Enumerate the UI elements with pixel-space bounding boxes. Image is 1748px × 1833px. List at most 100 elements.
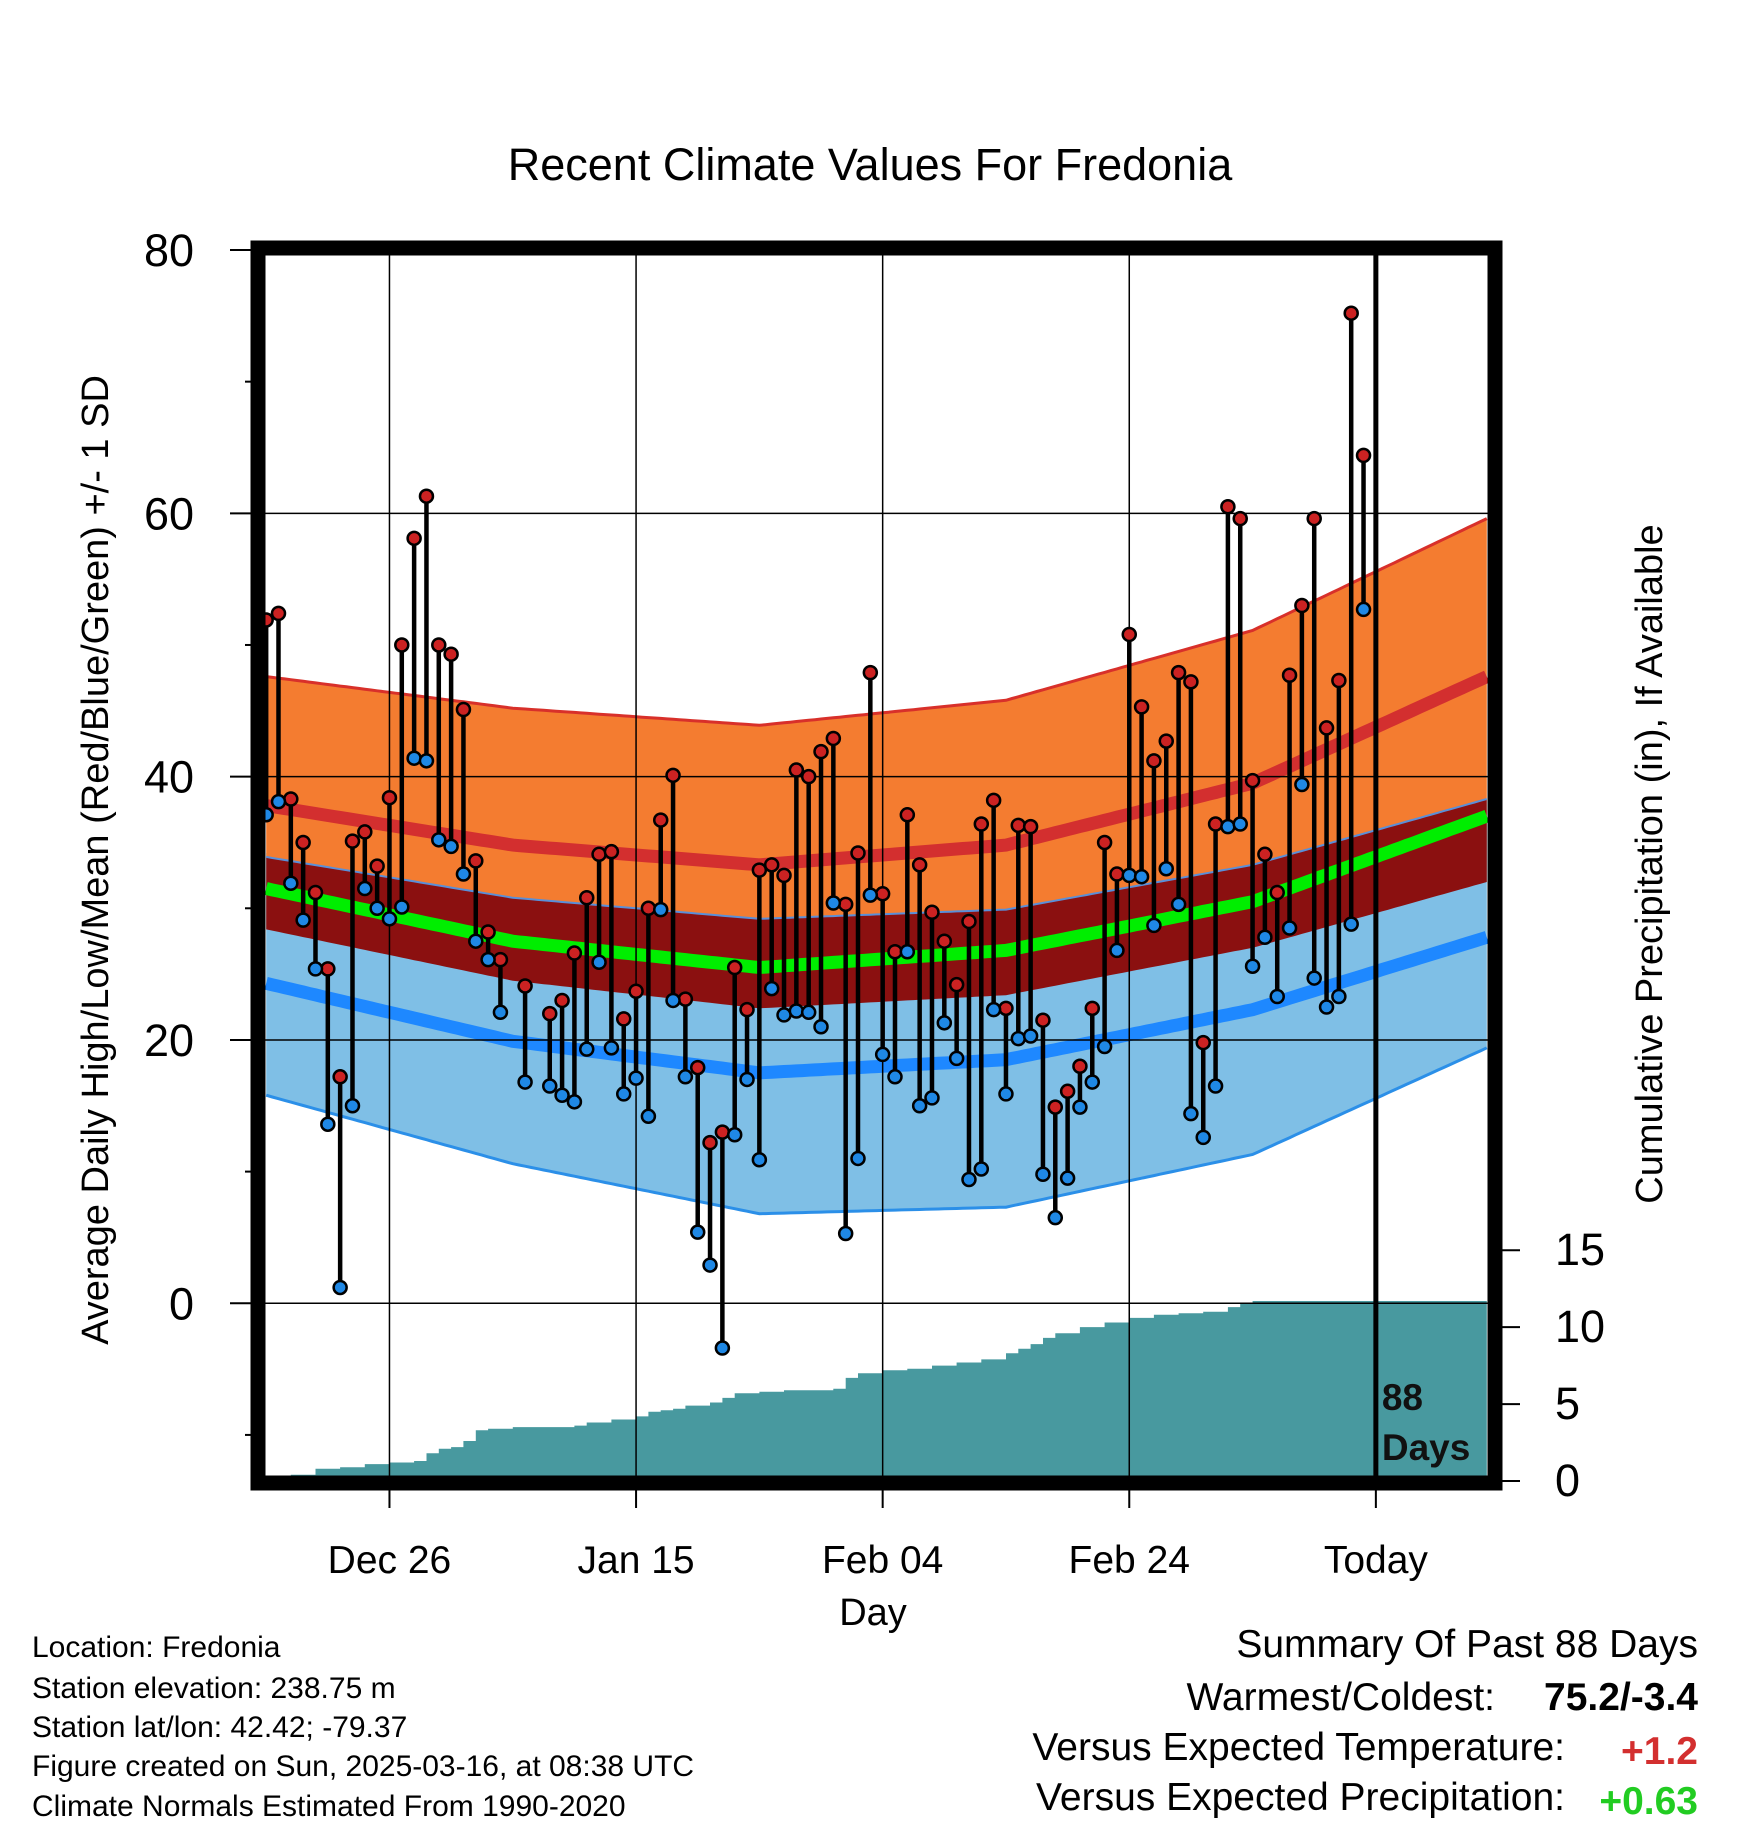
obs-high-point (1244, 772, 1261, 789)
obs-high-point (973, 816, 990, 832)
axes: 0 20 40 60 80 0 5 10 15 Dec 26 Jan 15 Feb 04 Feb 24 T… (144, 225, 1605, 1582)
low-sd-lower-line (265, 1046, 1488, 1216)
obs-low-point (603, 1040, 620, 1056)
precip-vs-expected-label: Versus Expected Precipitation: (1036, 1776, 1565, 1819)
obs-low-point (998, 1086, 1014, 1102)
obs-high-point (344, 833, 361, 849)
obs-high-point (492, 951, 509, 968)
obs-low-point (726, 1126, 743, 1143)
obs-low-point (1183, 1105, 1199, 1122)
obs-low-point (443, 838, 459, 855)
obs-high-point (739, 1001, 755, 1018)
obs-low-point (640, 1108, 657, 1125)
obs-high-point (1158, 733, 1175, 749)
obs-low-point (1269, 988, 1285, 1005)
obs-high-point (640, 900, 657, 917)
obs-low-point (480, 951, 496, 968)
x-tick-label: Dec 26 (328, 1539, 452, 1582)
obs-low-point (1207, 1078, 1224, 1094)
obs-low-point (1010, 1030, 1027, 1047)
obs-low-point (924, 1090, 940, 1106)
obs-high-point (837, 896, 854, 913)
obs-low-point (1195, 1129, 1211, 1146)
obs-high-point (1318, 720, 1335, 736)
obs-low-point (1109, 942, 1125, 959)
x-tick-label: Feb 24 (1069, 1539, 1190, 1582)
obs-high-point (270, 605, 287, 622)
obs-low-point (406, 750, 422, 766)
obs-low-point (948, 1050, 965, 1067)
obs-high-point (1207, 816, 1224, 832)
obs-low-point (270, 793, 287, 810)
obs-high-point (455, 701, 472, 718)
obs-low-point (1133, 868, 1150, 885)
obs-low-point (1096, 1038, 1113, 1055)
obs-low-point (1146, 917, 1162, 934)
obs-high-point (1022, 818, 1039, 835)
obs-low-point (973, 1161, 990, 1177)
obs-low-point (665, 992, 681, 1009)
obs-high-point (1133, 699, 1150, 715)
obs-high-point (369, 858, 385, 874)
obs-high-point (418, 488, 435, 504)
obs-low-point (628, 1070, 644, 1086)
summary-heading: Summary Of Past 88 Days (1236, 1623, 1698, 1666)
chart-title: Recent Climate Values For Fredonia (508, 139, 1233, 190)
obs-low-point (862, 887, 879, 903)
obs-low-point (295, 912, 311, 928)
obs-high-point (542, 1005, 558, 1022)
obs-high-point (948, 976, 965, 993)
obs-high-point (1306, 510, 1322, 527)
obs-low-point (677, 1069, 694, 1085)
x-tick-label: Feb 04 (822, 1539, 943, 1582)
obs-high-point (332, 1069, 348, 1085)
summary-box: Summary Of Past 88 Days Warmest/Coldest:… (1032, 1623, 1698, 1823)
obs-low-point (1220, 818, 1236, 835)
obs-low-point (825, 895, 842, 911)
obs-low-point (307, 961, 324, 977)
obs-low-point (431, 832, 447, 848)
obs-low-point (1035, 1166, 1051, 1182)
obs-low-point (1331, 988, 1347, 1005)
obs-high-point (1331, 672, 1347, 689)
obs-high-point (615, 1011, 632, 1027)
obs-low-point (813, 1019, 829, 1035)
obs-high-point (554, 992, 570, 1009)
y-tick-label: 60 (144, 488, 194, 539)
station-info: Location: Fredonia Station elevation: 23… (32, 1631, 694, 1823)
obs-low-point (1294, 776, 1310, 793)
footer-elevation: Station elevation: 238.75 m (32, 1672, 396, 1705)
obs-high-point (1257, 846, 1273, 863)
obs-high-point (1281, 667, 1298, 684)
obs-high-point (394, 637, 410, 653)
temp-vs-expected-label: Versus Expected Temperature: (1032, 1726, 1565, 1769)
obs-high-point (307, 884, 324, 901)
obs-low-point (887, 1069, 903, 1085)
x-tick-label: Jan 15 (578, 1539, 695, 1582)
obs-high-point (763, 857, 780, 873)
y-tick-label: 0 (169, 1278, 194, 1329)
obs-high-point (1170, 664, 1187, 681)
obs-low-point (344, 1098, 361, 1114)
obs-high-point (431, 637, 447, 653)
obs-high-point (295, 834, 311, 851)
obs-high-point (825, 730, 842, 747)
obs-low-point (739, 1071, 755, 1088)
obs-high-point (381, 789, 398, 806)
obs-low-point (320, 1116, 336, 1132)
y2-axis-label: Cumulative Precipitation (in), If Availa… (1629, 524, 1671, 1203)
obs-high-point (1035, 1012, 1051, 1028)
obs-high-point (406, 530, 422, 547)
obs-low-point (1343, 916, 1359, 932)
obs-low-point (874, 1046, 891, 1063)
obs-low-point (1318, 999, 1335, 1015)
high-sd-band (266, 518, 1487, 919)
obs-low-point (899, 943, 916, 960)
obs-high-point (862, 664, 879, 681)
obs-high-point (1355, 447, 1372, 464)
obs-low-point (1306, 970, 1322, 986)
obs-low-point (578, 1041, 595, 1057)
x-axis-label: Day (839, 1592, 907, 1634)
footer-normals: Climate Normals Estimated From 1990-2020 (32, 1790, 626, 1823)
